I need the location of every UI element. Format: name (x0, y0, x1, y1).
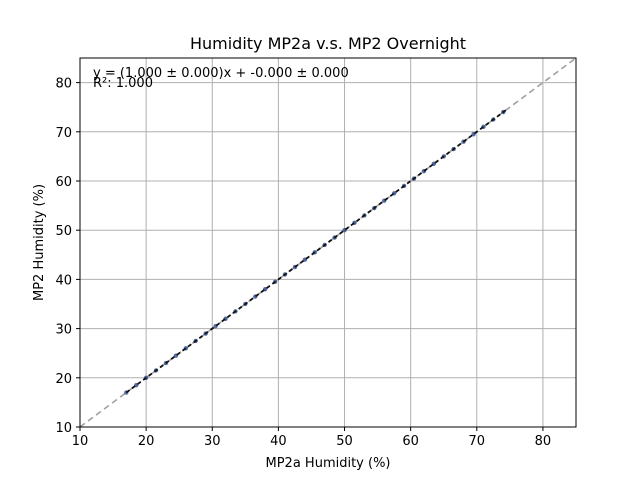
x-tick-label: 60 (402, 434, 419, 449)
y-tick-label: 50 (55, 224, 72, 239)
chart-title: Humidity MP2a v.s. MP2 Overnight (190, 34, 466, 53)
plot-marks (80, 58, 576, 427)
x-axis-label: MP2a Humidity (%) (266, 456, 391, 471)
x-tick-label: 20 (138, 434, 155, 449)
y-tick-label: 60 (55, 175, 72, 190)
y-tick-label: 20 (55, 372, 72, 387)
ticks: 10 20 30 40 50 60 70 80 10 20 30 40 50 60 70 80 (55, 77, 551, 449)
x-tick-label: 80 (535, 434, 552, 449)
y-tick-label: 70 (55, 126, 72, 141)
plot-frame (79, 57, 577, 428)
x-tick-label: 10 (72, 434, 89, 449)
y-tick-label: 10 (55, 421, 72, 436)
fit-line (125, 108, 508, 394)
y-tick-label: 80 (55, 77, 72, 92)
y-tick-label: 30 (55, 323, 72, 338)
x-tick-label: 30 (204, 434, 221, 449)
x-tick-label: 70 (469, 434, 486, 449)
equation-annotation: y = (1.000 ± 0.000)x + -0.000 ± 0.000 (93, 66, 349, 81)
y-tick-label: 40 (55, 273, 72, 288)
x-tick-label: 50 (336, 434, 353, 449)
x-tick-label: 40 (270, 434, 287, 449)
y-axis-label: MP2 Humidity (%) (32, 184, 47, 301)
r-squared-annotation: R²: 1.000 (93, 76, 153, 91)
